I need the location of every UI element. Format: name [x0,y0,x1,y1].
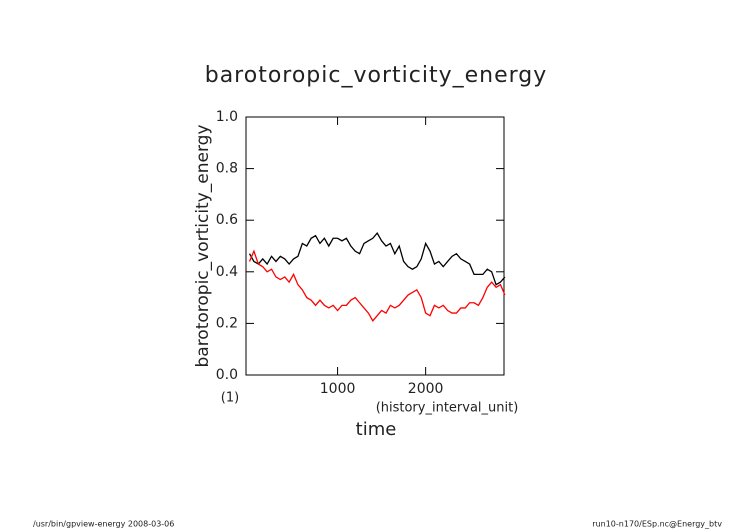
y-axis-label: barotoropic_vorticity_energy [193,124,213,367]
data-line [248,231,506,286]
y-tick-label: 0.0 [216,367,238,383]
footer-left: /usr/bin/gpview-energy 2008-03-06 [33,520,174,529]
y-tick-label: 0.2 [216,315,238,331]
footer-right: run10-n170/ESp.nc@Energy_btv [592,520,722,529]
y-tick-label: 1.0 [216,109,238,125]
y-tick-label: 0.4 [216,264,238,280]
chart-title: barotoropic_vorticity_energy [205,63,548,88]
x-axis-unit: (history_interval_unit) [376,401,519,416]
y-tick-label: 0.8 [216,161,238,177]
data-line [248,249,506,322]
x-axis-label: time [356,419,397,440]
y-tick-label: 0.6 [216,212,238,228]
x-tick-label: 1000 [320,381,356,397]
plot-frame [245,116,505,376]
y-axis-unit: (1) [221,391,239,406]
x-tick-label: 2000 [408,381,444,397]
